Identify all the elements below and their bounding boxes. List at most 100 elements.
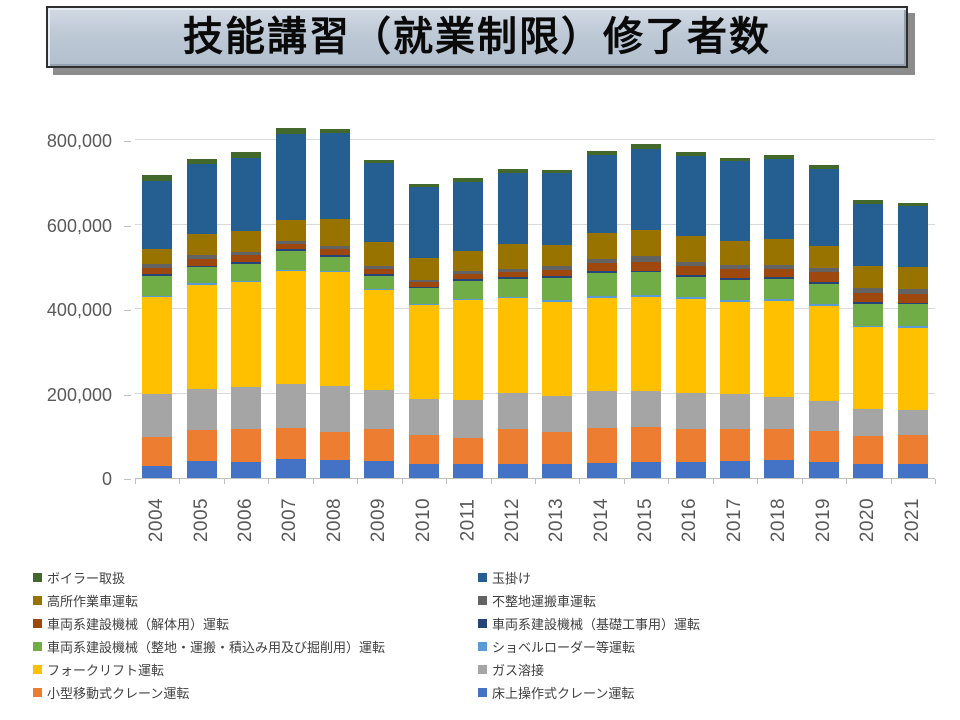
bar-segment	[720, 300, 750, 303]
bar-segment	[631, 296, 662, 391]
bar-segment	[720, 302, 750, 395]
x-axis-label-text: 2010	[412, 497, 434, 543]
y-axis-tick-mark	[124, 310, 131, 311]
x-axis-label-text: 2021	[901, 497, 923, 543]
bar-2009	[364, 159, 395, 478]
x-axis-label: 2016	[668, 487, 712, 553]
legend-label: フォークリフト運転	[47, 663, 165, 678]
bar-segment	[231, 152, 262, 159]
bar-segment	[720, 429, 750, 462]
bar-segment	[808, 271, 839, 283]
legend-swatch	[478, 642, 487, 651]
bar-segment	[231, 231, 262, 252]
legend-label: 車両系建設機械（解体用）運転	[47, 617, 230, 632]
bar-2014	[586, 150, 617, 478]
bar-segment	[364, 265, 395, 269]
bar-segment	[897, 266, 928, 289]
bar-segment	[364, 268, 395, 274]
bar-segment	[631, 426, 662, 462]
bar-segment	[142, 181, 173, 249]
x-axis-tick-mark	[535, 479, 536, 484]
bar-segment	[497, 243, 528, 269]
bar-segment	[720, 269, 750, 278]
bar-segment	[853, 203, 884, 266]
x-axis-tick-mark	[135, 479, 136, 484]
bar-segment	[142, 273, 173, 276]
bar-segment	[853, 199, 884, 204]
legend-label: 車両系建設機械（基礎工事用）運転	[492, 617, 701, 632]
bar-segment	[186, 265, 217, 267]
bar-segment	[586, 233, 617, 259]
chart-title: 技能講習（就業制限）修了者数	[183, 15, 771, 59]
bar-segment	[186, 234, 217, 256]
bar-segment	[453, 437, 484, 465]
bar-segment	[675, 299, 706, 393]
x-axis-label-text: 2016	[679, 497, 701, 543]
gridline	[135, 392, 935, 394]
bar-segment	[808, 282, 839, 284]
bar-segment	[408, 303, 439, 306]
bar-segment	[808, 165, 839, 169]
bar-segment	[586, 428, 617, 463]
legend-swatch	[33, 596, 42, 605]
bar-segment	[897, 409, 928, 435]
chart-legend: ボイラー取扱 玉掛け 高所作業車運転 不整地運搬車運転 車両系建設機械（解体用）運転 車両…	[33, 566, 943, 704]
bar-segment	[142, 297, 173, 394]
bar-segment	[408, 286, 439, 289]
legend-item: 小型移動式クレーン運転	[33, 683, 478, 702]
bar-segment	[720, 157, 750, 162]
x-axis-label-text: 2019	[812, 497, 834, 543]
bar-segment	[720, 277, 750, 280]
legend-item: 高所作業車運転	[33, 591, 478, 610]
x-axis-label-text: 2018	[768, 497, 790, 543]
legend-swatch	[478, 619, 487, 628]
y-axis-tick-label: 600,000	[46, 215, 112, 236]
bar-segment	[497, 429, 528, 464]
bar-segment	[320, 270, 350, 273]
legend-item: 床上操作式クレーン運転	[478, 683, 943, 702]
y-axis-tick-mark	[124, 225, 131, 227]
legend-item: ボイラー取扱	[33, 568, 478, 587]
x-axis-label: 2010	[402, 487, 446, 553]
y-axis-tick-mark	[124, 394, 131, 396]
bar-segment	[275, 244, 306, 250]
x-axis-label-text: 2008	[323, 497, 345, 543]
bar-2016	[675, 151, 706, 478]
bar-segment	[320, 128, 350, 133]
bar-segment	[497, 296, 528, 299]
bar-segment	[364, 162, 395, 243]
bar-segment	[275, 271, 306, 385]
bar-segment	[764, 268, 795, 277]
bar-segment	[186, 430, 217, 462]
bar-segment	[897, 293, 928, 303]
bar-segment	[231, 387, 262, 430]
bar-segment	[897, 304, 928, 327]
x-axis-tick-mark	[357, 479, 359, 484]
bar-segment	[808, 245, 839, 268]
bar-segment	[320, 257, 350, 271]
x-axis-label-text: 2013	[546, 497, 568, 543]
bar-segment	[231, 158, 262, 232]
bar-segment	[497, 463, 528, 478]
bar-segment	[631, 256, 662, 262]
bar-2018	[764, 154, 795, 478]
bar-segment	[675, 297, 706, 300]
x-axis-tick-mark	[712, 479, 714, 484]
x-axis-label: 2005	[179, 487, 223, 553]
x-axis-label: 2021	[891, 487, 935, 553]
bar-segment	[275, 241, 306, 244]
bar-segment	[853, 287, 884, 293]
bar-segment	[186, 255, 217, 259]
bar-segment	[275, 384, 306, 429]
bar-segment	[675, 392, 706, 429]
bar-segment	[497, 298, 528, 394]
bar-segment	[631, 270, 662, 273]
x-axis-tick-mark	[623, 479, 625, 484]
x-axis-label-text: 2005	[190, 497, 212, 543]
x-axis-tick-mark	[935, 479, 936, 484]
bar-segment	[408, 282, 439, 287]
bar-segment	[320, 255, 350, 258]
bar-segment	[142, 436, 173, 466]
bar-segment	[586, 391, 617, 429]
x-axis-label: 2011	[446, 487, 490, 553]
